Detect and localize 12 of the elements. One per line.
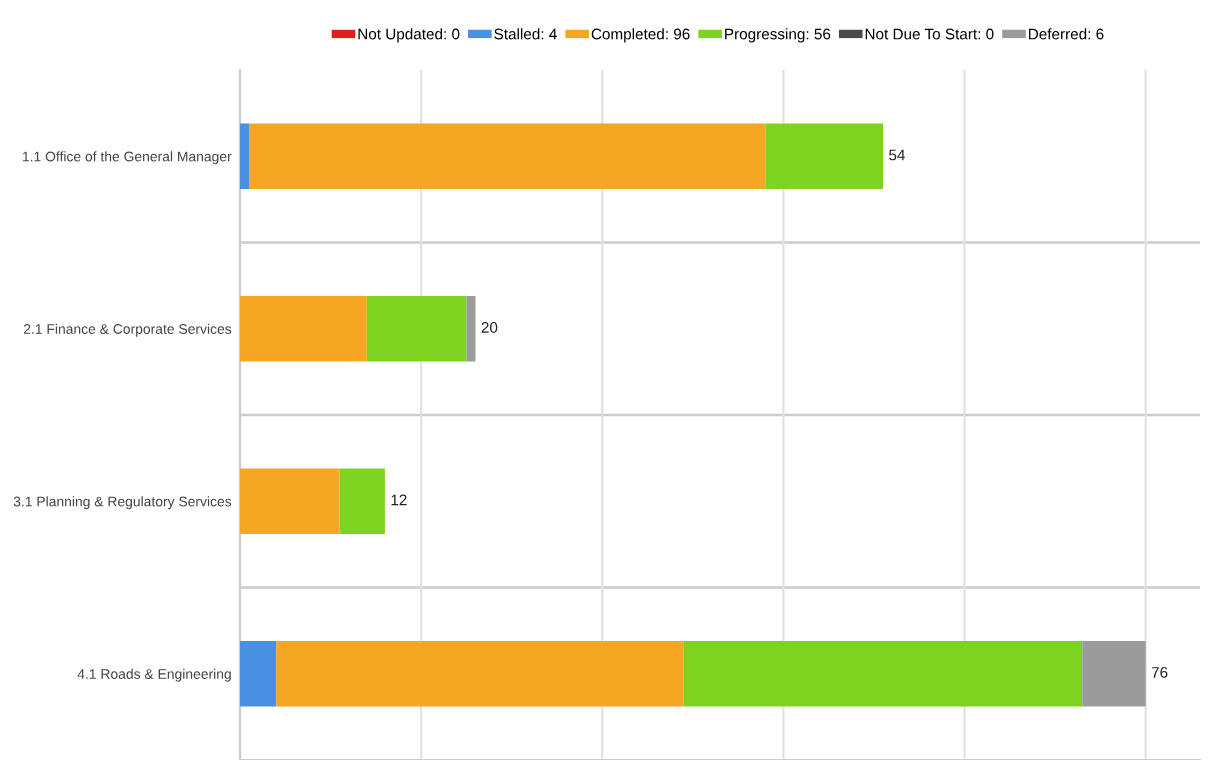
bar [240, 468, 340, 535]
bar [366, 295, 467, 362]
bar [466, 295, 476, 362]
bar [765, 123, 884, 190]
bar [276, 640, 684, 707]
bar [240, 123, 250, 190]
bar [240, 295, 367, 362]
bar [249, 123, 766, 190]
bar [240, 640, 277, 707]
bar [683, 640, 1083, 707]
bar [339, 468, 385, 535]
bar [1082, 640, 1146, 707]
